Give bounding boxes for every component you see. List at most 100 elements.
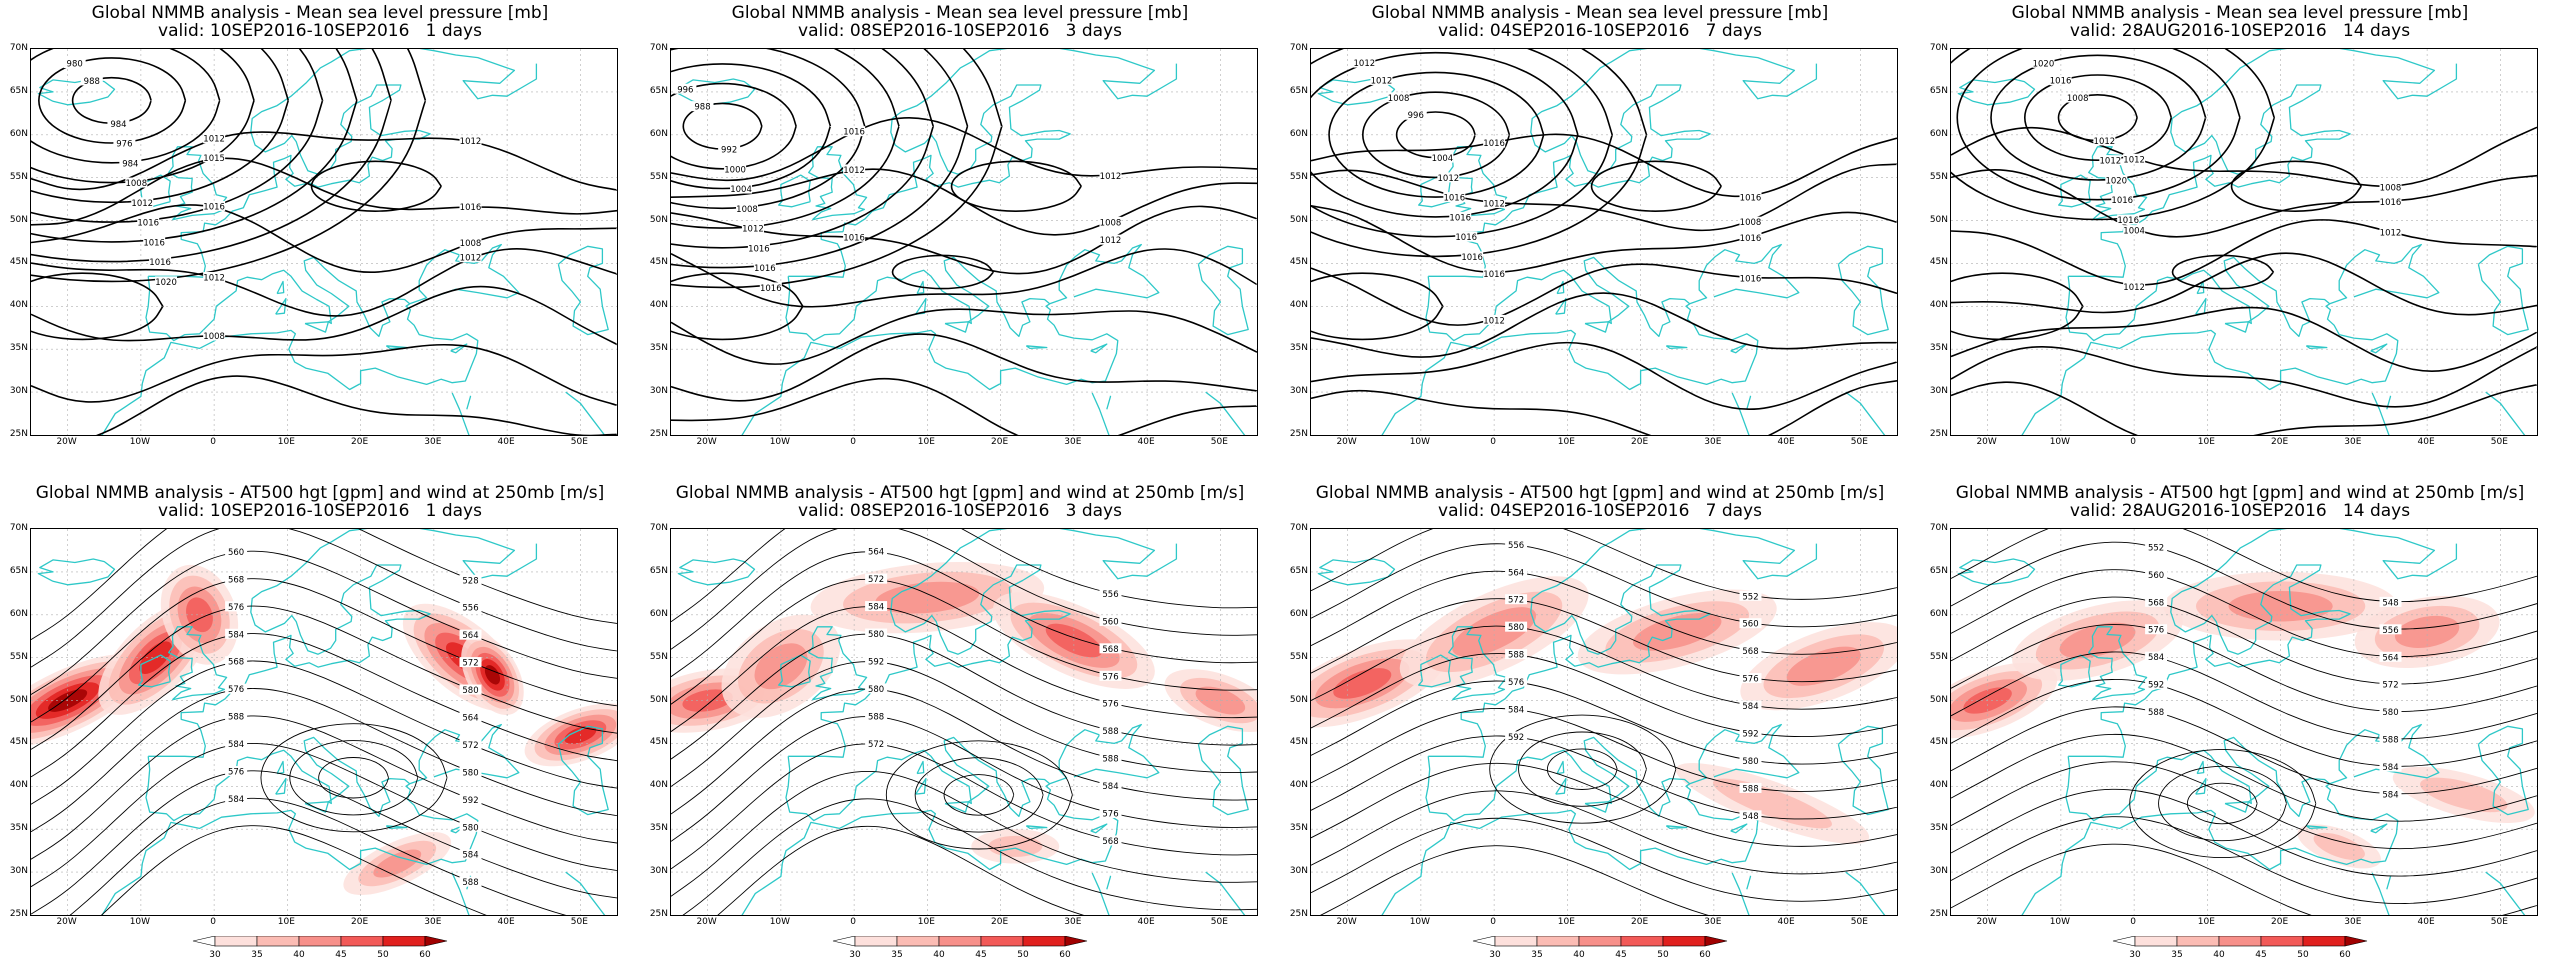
latitude-label: 45N: [9, 257, 28, 268]
longitude-label: 10W: [769, 437, 791, 447]
contour-label: 580: [462, 823, 478, 833]
isobar: [1311, 49, 1648, 258]
contour-label-bg: [143, 236, 166, 247]
colorbar-under-arrow: [1472, 936, 1496, 947]
colorbar-swatch: [298, 936, 342, 947]
latitude-label: 40N: [9, 300, 28, 311]
isobar: [950, 160, 1082, 212]
colorbar-label: 60: [1699, 950, 1711, 960]
coastline: [1555, 777, 1567, 795]
contour-label: 556: [1102, 590, 1118, 600]
height-contour: [885, 740, 1073, 850]
longitude-label: 30E: [1704, 437, 1722, 447]
panel-title: Global NMMB analysis - Mean sea level pr…: [91, 3, 549, 23]
longitude-label: 40E: [497, 437, 515, 447]
contour-label: 552: [1742, 592, 1758, 602]
colorbar-label: 40: [1573, 950, 1585, 960]
h500-panel-3: Global NMMB analysis - AT500 hgt [gpm] a…: [1280, 480, 1920, 960]
contour-label: 568: [228, 575, 244, 585]
wind-shade-contour: [186, 597, 213, 633]
coastline: [1731, 392, 1750, 435]
longitude-label: 20E: [2271, 917, 2289, 927]
latitude-label: 65N: [9, 85, 28, 96]
contour-label-bg: [843, 126, 866, 137]
contour-label: 1012: [2123, 283, 2145, 293]
coastline: [1845, 871, 1886, 915]
coastline: [2065, 243, 2440, 342]
latitude-label: 50N: [649, 214, 668, 225]
height-contours: [1311, 529, 1897, 915]
contour-label: 584: [228, 740, 244, 750]
isobar: [31, 131, 617, 191]
coastline: [2485, 391, 2526, 435]
coastline: [944, 321, 970, 333]
contour-label-bg: [107, 118, 130, 129]
longitude-label: 10W: [1409, 917, 1431, 927]
contour-label-bg: [225, 766, 248, 777]
longitude-label: 20E: [1631, 917, 1649, 927]
contour-label: 588: [228, 713, 244, 723]
contour-label-bg: [843, 164, 866, 175]
colorbar-swatch: [2218, 936, 2262, 947]
coastline: [944, 801, 970, 813]
coastline: [778, 654, 811, 688]
isobar: [31, 49, 427, 283]
map-canvas: 552 556 560 564 568 572 576 580 584 588 592 576 580 5…: [1311, 529, 1897, 915]
colorbar-swatches: [832, 936, 1088, 947]
longitude-label: 20W: [56, 917, 77, 927]
contour-label-bg: [155, 276, 178, 287]
coastline: [1584, 321, 1610, 333]
coastline: [778, 174, 811, 208]
panel-valid-period: valid: 08SEP2016-10SEP2016 3 days: [798, 501, 1122, 521]
longitude-label: 10E: [1557, 437, 1575, 447]
height-contour: [1311, 529, 1897, 600]
isobar: [1951, 381, 2537, 435]
coastline: [1091, 872, 1110, 915]
colorbar-swatch: [1578, 936, 1622, 947]
longitude-label: 10W: [1409, 437, 1431, 447]
coastline: [2339, 49, 2458, 100]
coastline: [1428, 49, 1711, 278]
coastline: [1381, 783, 1759, 915]
coastline: [2339, 529, 2458, 580]
contour-label-bg: [2145, 569, 2168, 580]
coastlines: [677, 49, 1249, 435]
latitude-label: 40N: [649, 300, 668, 311]
latitude-label: 35N: [1929, 823, 1948, 834]
colorbar-label: 30: [1489, 950, 1501, 960]
contour-label: 1008: [1740, 218, 1762, 228]
longitude-label: 20E: [2271, 437, 2289, 447]
height-contour: [1311, 570, 1897, 655]
map-area: 548 552 556 560 564 568 572 576 580 584 588 592 584 5…: [1950, 528, 2538, 916]
longitude-label: 50E: [570, 437, 588, 447]
coastlines: [37, 529, 609, 915]
contour-label-bg: [459, 711, 482, 722]
coastlines: [37, 49, 609, 435]
latitude-label: 40N: [1929, 780, 1948, 791]
contour-label-bg: [865, 628, 888, 639]
panel-title: Global NMMB analysis - AT500 hgt [gpm] a…: [1955, 483, 2525, 503]
latitude-label: 40N: [9, 780, 28, 791]
contour-label: 1016: [143, 238, 165, 248]
height-contour: [31, 742, 617, 888]
contour-label-bg: [718, 144, 741, 155]
height-contour: [1518, 731, 1647, 807]
contour-label: 592: [462, 796, 478, 806]
coastline: [1106, 395, 1112, 410]
height-contour: [717, 825, 1085, 915]
contour-label-bg: [1404, 109, 1427, 120]
isobar: [671, 49, 935, 249]
contour-label-bg: [1739, 782, 1762, 793]
contour-label-bg: [63, 58, 86, 69]
isobar: [1311, 49, 1614, 238]
latitude-label: 40N: [1929, 300, 1948, 311]
contour-label: 1016: [1483, 270, 1505, 280]
contour-label-bg: [1739, 618, 1762, 629]
contour-label: 1016: [754, 264, 776, 274]
latitude-label: 30N: [9, 386, 28, 397]
colorbar-under-arrow: [192, 936, 216, 947]
contour-label: 576: [1508, 678, 1524, 688]
contour-label-bg: [2145, 651, 2168, 662]
latitude-label: 45N: [1289, 737, 1308, 748]
graticule: [31, 529, 617, 915]
